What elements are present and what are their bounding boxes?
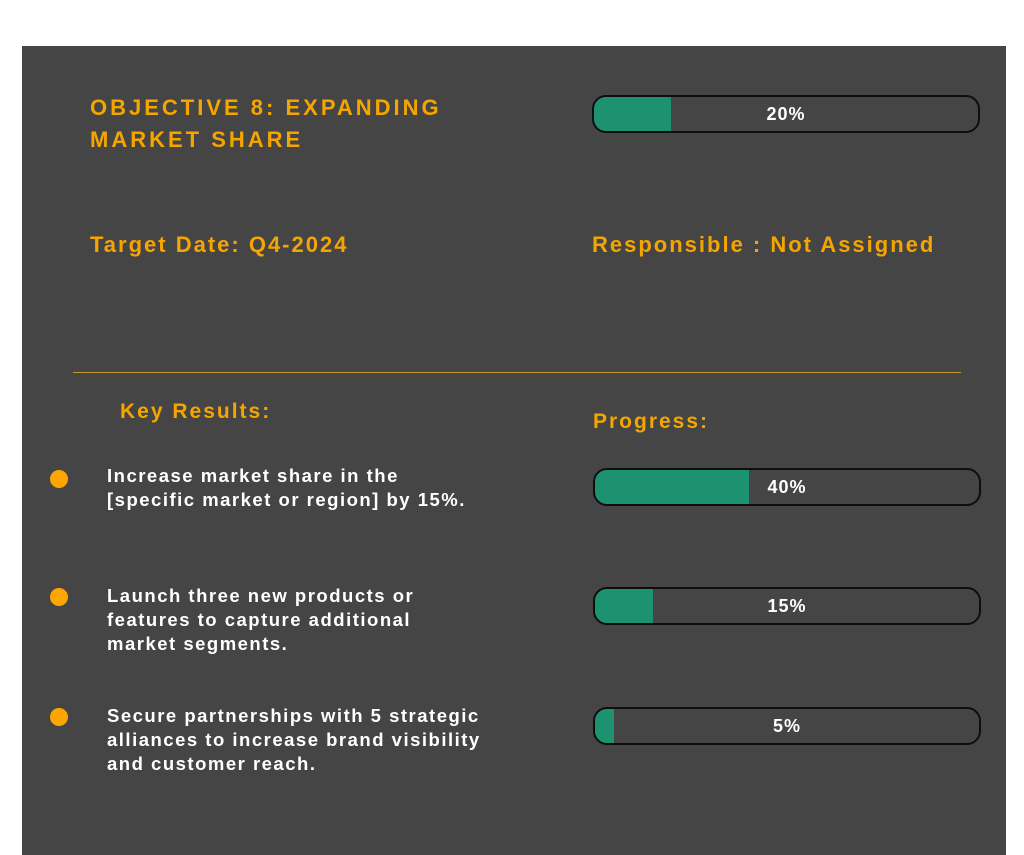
key-result-text: Increase market share in the [specific m… <box>107 465 466 510</box>
bullet-icon <box>50 588 68 606</box>
key-result-progress-fill <box>595 709 615 743</box>
progress-heading: Progress: <box>593 410 710 433</box>
objective-title: OBJECTIVE 8: EXPANDING MARKET SHARE <box>90 95 442 152</box>
bullet-icon <box>50 470 68 488</box>
target-date: Target Date: Q4-2024 <box>90 232 349 257</box>
responsible-owner: Responsible : Not Assigned <box>592 232 936 257</box>
key-result-progress-fill <box>595 589 653 623</box>
objective-progress-label: 20% <box>766 103 806 124</box>
key-result-progress-label: 15% <box>767 595 807 616</box>
objective-card: OBJECTIVE 8: EXPANDING MARKET SHARE 20% … <box>22 46 1006 855</box>
bullet-icon <box>50 708 68 726</box>
objective-progress-bar: 20% <box>592 95 980 133</box>
key-result-progress-bar: 5% <box>593 707 981 745</box>
key-result-progress-label: 40% <box>767 476 807 497</box>
key-result-progress-label: 5% <box>772 715 801 736</box>
key-result-text: Secure partnerships with 5 strategic all… <box>107 705 481 774</box>
section-divider <box>73 372 961 373</box>
key-result-text: Launch three new products or features to… <box>107 585 415 654</box>
key-result-progress-fill <box>595 470 749 504</box>
key-result-progress-bar: 40% <box>593 468 981 506</box>
key-results-heading: Key Results: <box>120 400 272 423</box>
key-result-progress-bar: 15% <box>593 587 981 625</box>
objective-progress-fill <box>594 97 671 131</box>
